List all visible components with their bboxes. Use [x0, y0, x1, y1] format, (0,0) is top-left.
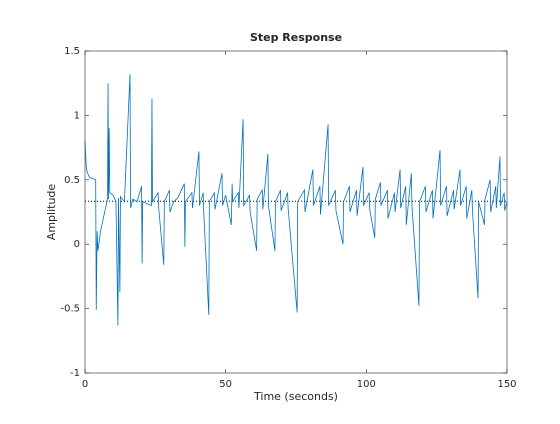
x-tick-label: 150: [497, 379, 516, 390]
y-tick-label: -1: [70, 368, 80, 379]
y-tick-label: 1.5: [64, 46, 80, 57]
y-tick-label: 0.5: [64, 175, 80, 186]
response-line: [84, 74, 508, 326]
y-tick-label: 0: [74, 239, 80, 250]
x-tick-label: 100: [357, 379, 376, 390]
chart-title: Step Response: [250, 31, 342, 44]
y-axis-label: Amplitude: [45, 184, 58, 241]
plot-area: [85, 51, 507, 373]
y-tick-label: -0.5: [60, 304, 80, 315]
y-tick-label: 1: [74, 110, 80, 121]
x-axis-label: Time (seconds): [253, 390, 338, 403]
axes-box: [84, 50, 508, 374]
x-tick-label: 50: [219, 379, 232, 390]
x-tick-label: 0: [82, 379, 88, 390]
